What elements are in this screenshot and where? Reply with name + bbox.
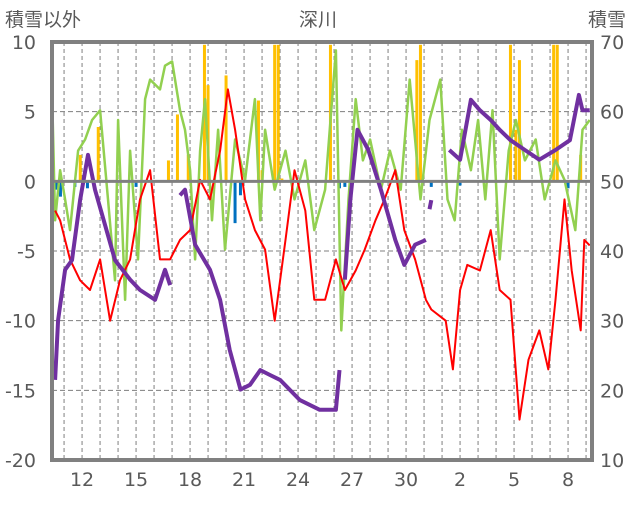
right-tick-label: 30 — [600, 311, 624, 333]
orange-bar — [224, 75, 228, 182]
orange-bar — [96, 126, 100, 182]
green-series-line — [50, 49, 591, 332]
orange-bar — [78, 154, 82, 182]
x-tick-label: 30 — [394, 469, 418, 491]
left-tick-label: 0 — [24, 171, 36, 193]
blue-bar — [343, 181, 347, 187]
x-tick-label: 18 — [178, 469, 202, 491]
orange-bar — [166, 160, 170, 182]
x-tick-label: 27 — [340, 469, 364, 491]
left-tick-label: -5 — [17, 241, 36, 263]
left-tick-label: -20 — [5, 450, 36, 472]
left-tick-label: 5 — [24, 102, 36, 124]
x-tick-label: 2 — [454, 469, 466, 491]
orange-bar — [186, 154, 190, 182]
left-axis-title: 積雪以外 — [5, 9, 81, 31]
chart-title: 深川 — [299, 9, 337, 31]
orange-bar — [555, 44, 559, 182]
blue-bar — [429, 181, 433, 187]
x-tick-label: 12 — [70, 469, 94, 491]
orange-bar — [552, 44, 556, 182]
purple-series-line — [53, 92, 590, 412]
blue-bar — [134, 181, 138, 187]
right-tick-label: 20 — [600, 380, 624, 402]
orange-bar — [256, 100, 260, 182]
blue-bar — [55, 181, 59, 190]
left-tick-label: -15 — [5, 380, 36, 402]
x-tick-label: 21 — [232, 469, 256, 491]
orange-bar — [273, 44, 277, 182]
gridlines — [52, 42, 592, 460]
x-tick-label: 5 — [508, 469, 520, 491]
blue-bar — [58, 181, 62, 197]
right-axis-title: 積雪 — [588, 9, 626, 31]
x-tick-label: 15 — [124, 469, 148, 491]
orange-bar — [175, 114, 179, 182]
blue-bar — [238, 181, 242, 196]
orange-bar — [517, 60, 521, 182]
right-tick-label: 40 — [600, 241, 624, 263]
orange-bar — [415, 60, 419, 182]
left-tick-label: 10 — [12, 32, 36, 54]
series-lines — [50, 49, 591, 421]
orange-bar — [418, 44, 422, 182]
left-tick-label: -10 — [5, 311, 36, 333]
plot-frame — [50, 40, 594, 462]
blue-bar — [566, 181, 570, 189]
x-tick-label: 8 — [562, 469, 574, 491]
blue-bar — [85, 181, 89, 189]
right-tick-label: 10 — [600, 450, 624, 472]
blue-bar — [233, 181, 237, 224]
red-series-line — [54, 88, 591, 421]
orange-bar — [276, 44, 280, 182]
blue-bar — [458, 181, 462, 186]
right-tick-label: 70 — [600, 32, 624, 54]
right-tick-label: 60 — [600, 102, 624, 124]
orange-bar — [514, 129, 518, 182]
x-tick-label: 24 — [286, 469, 310, 491]
orange-bar — [508, 44, 512, 182]
right-tick-label: 50 — [600, 171, 624, 193]
